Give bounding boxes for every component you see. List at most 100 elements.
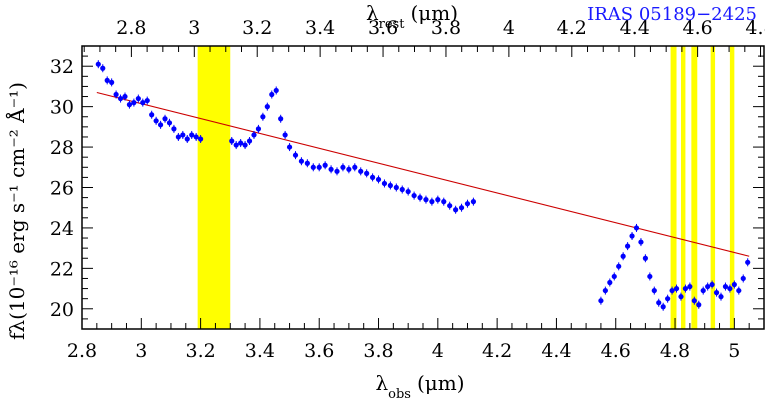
data-point [736,287,742,294]
data-point [470,199,477,205]
x-tick-label-bottom: 3.4 [245,340,275,362]
data-point [233,142,239,148]
data-point [322,162,328,168]
data-point [435,197,441,203]
x-tick-label-bottom: 3.2 [185,340,215,362]
data-point [673,285,680,292]
data-point [117,95,124,102]
highlight-band-2 [680,46,686,329]
y-tick-label: 26 [50,178,74,200]
data-point [369,174,376,180]
data-point [189,132,195,138]
data-point [393,184,399,191]
data-point [171,126,177,132]
data-point [100,65,106,71]
data-point [153,118,159,124]
data-point [157,122,164,128]
x-axis-title-bottom: λobs (μm) [375,371,464,400]
x-tick-label-top: 4.6 [683,17,713,39]
data-point [131,100,137,106]
y-axis-title: fλ(10⁻¹⁶ erg s⁻¹ cm⁻² Å⁻¹) [4,82,29,340]
data-point [278,116,284,122]
data-point [669,287,675,294]
data-point [731,281,737,288]
data-point [282,132,288,138]
data-point [700,287,706,294]
y-tick-label: 24 [50,218,74,240]
x-tick-label-top: 4.4 [620,17,650,39]
data-point [251,132,257,138]
data-point [334,168,340,174]
data-point [642,255,648,261]
plot-frame [81,45,765,330]
data-point [633,225,640,231]
x-tick-label-bottom: 4.8 [660,340,690,362]
data-point [375,176,382,183]
x-tick-label-top: 3.2 [242,17,272,39]
data-point [310,164,316,170]
x-tick-label-bottom: 4 [432,340,444,362]
x-tick-label-top: 3.8 [431,17,461,39]
data-point [441,199,447,205]
data-point [126,102,133,108]
data-point [346,166,352,172]
data-point [95,61,101,67]
data-point [180,132,186,138]
y-tick-label: 22 [50,258,74,280]
data-point [656,300,662,306]
data-point [269,91,275,98]
data-point [745,259,751,265]
data-point [691,298,697,304]
x-tick-label-bottom: 2.8 [67,340,97,362]
data-point [429,199,435,205]
data-point [458,205,465,211]
data-point [399,186,405,193]
highlight-band-1 [670,46,677,329]
data-point [109,79,115,85]
axis-ticks [81,45,765,330]
data-point [709,281,715,288]
x-tick-label-top: 4.8 [745,17,765,39]
data-point [417,195,423,201]
data-point [298,158,305,164]
data-point [727,285,733,292]
x-tick-label-bottom: 3.6 [304,340,334,362]
data-point [242,142,248,148]
data-point [104,77,110,83]
data-point [358,168,364,174]
data-point [229,138,235,144]
data-point [166,120,173,126]
x-tick-label-top: 3.6 [368,17,398,39]
highlight-band-4 [710,46,716,329]
data-point [616,263,622,269]
x-tick-label-bottom: 4.2 [482,340,512,362]
data-point [352,164,358,170]
data-point [405,188,411,195]
data-point [340,164,346,170]
x-tick-label-top: 3.4 [305,17,335,39]
data-point [453,207,459,213]
data-point [175,134,181,140]
data-point [464,201,471,207]
data-point [629,233,635,239]
data-point [447,203,453,209]
data-point [696,302,702,308]
data-point [625,243,631,249]
data-point [651,287,657,294]
y-tick-label: 20 [50,299,74,321]
highlight-band-5 [729,46,735,329]
data-point [620,253,626,259]
data-point [740,275,746,282]
data-point [140,100,146,106]
x-tick-label-top: 4.2 [557,17,587,39]
data-point [718,294,724,300]
x-tick-label-bottom: 3 [135,340,147,362]
data-point [144,97,150,104]
y-tick-label: 30 [50,97,74,119]
x-tick-label-top: 4 [503,17,515,39]
x-tick-label-top: 2.8 [116,17,146,39]
highlight-band-3 [691,46,698,329]
data-point [316,164,322,170]
object-name: IRAS 05189−2425 [587,4,757,25]
